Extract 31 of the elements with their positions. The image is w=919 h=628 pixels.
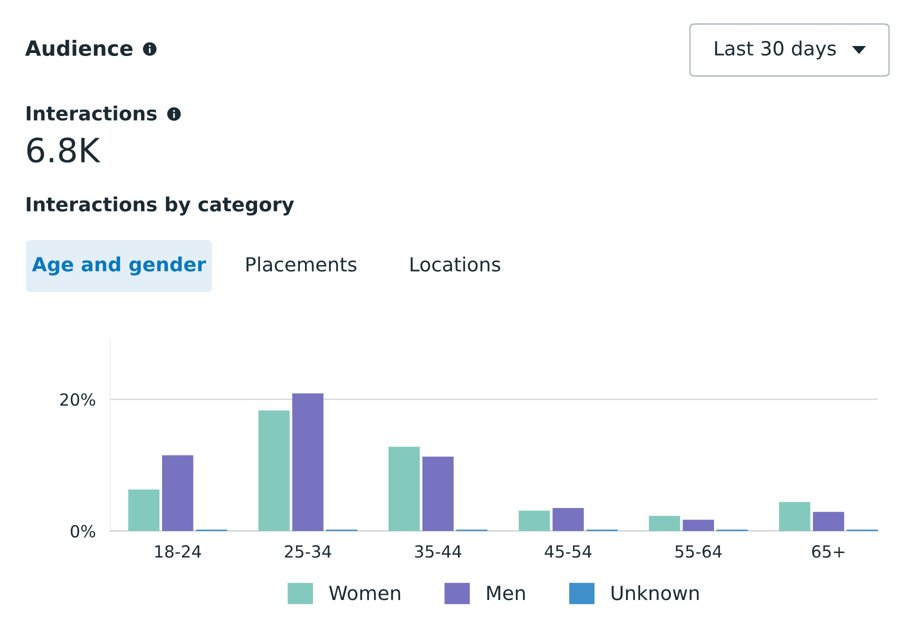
x-tick-label: 45-54 [544, 545, 592, 558]
y-tick-label: 20% [60, 393, 96, 406]
bar [258, 410, 290, 531]
text: Interactions [26, 106, 157, 121]
bar [422, 456, 454, 531]
x-tick-label: 55-64 [675, 545, 722, 558]
bar [552, 508, 584, 531]
legend-label: Men [487, 586, 525, 600]
chart-title: Audience [25, 40, 132, 56]
legend-label: Women [329, 586, 400, 600]
bar [128, 490, 160, 531]
x-tick-label: 25-34 [284, 545, 332, 558]
text: Age and gender [32, 256, 206, 276]
bar [648, 516, 680, 531]
legend-label: Unknown [612, 585, 699, 600]
y-tick-label: 0% [70, 524, 96, 538]
bar [812, 512, 844, 531]
x-tick-label: 65+ [812, 545, 844, 558]
text: Locations [410, 256, 500, 272]
text: Last 30 days [715, 40, 836, 60]
bar [292, 393, 324, 531]
x-tick-label: 18-24 [155, 545, 201, 558]
text: Placements [246, 256, 356, 272]
bar [518, 510, 550, 531]
bar [388, 446, 420, 531]
text: Interactions by category [26, 196, 294, 216]
x-tick-label: 35-44 [415, 545, 462, 558]
text: 6.8K [27, 137, 101, 163]
bar [682, 520, 714, 531]
bar [162, 455, 194, 531]
bar [779, 502, 810, 531]
